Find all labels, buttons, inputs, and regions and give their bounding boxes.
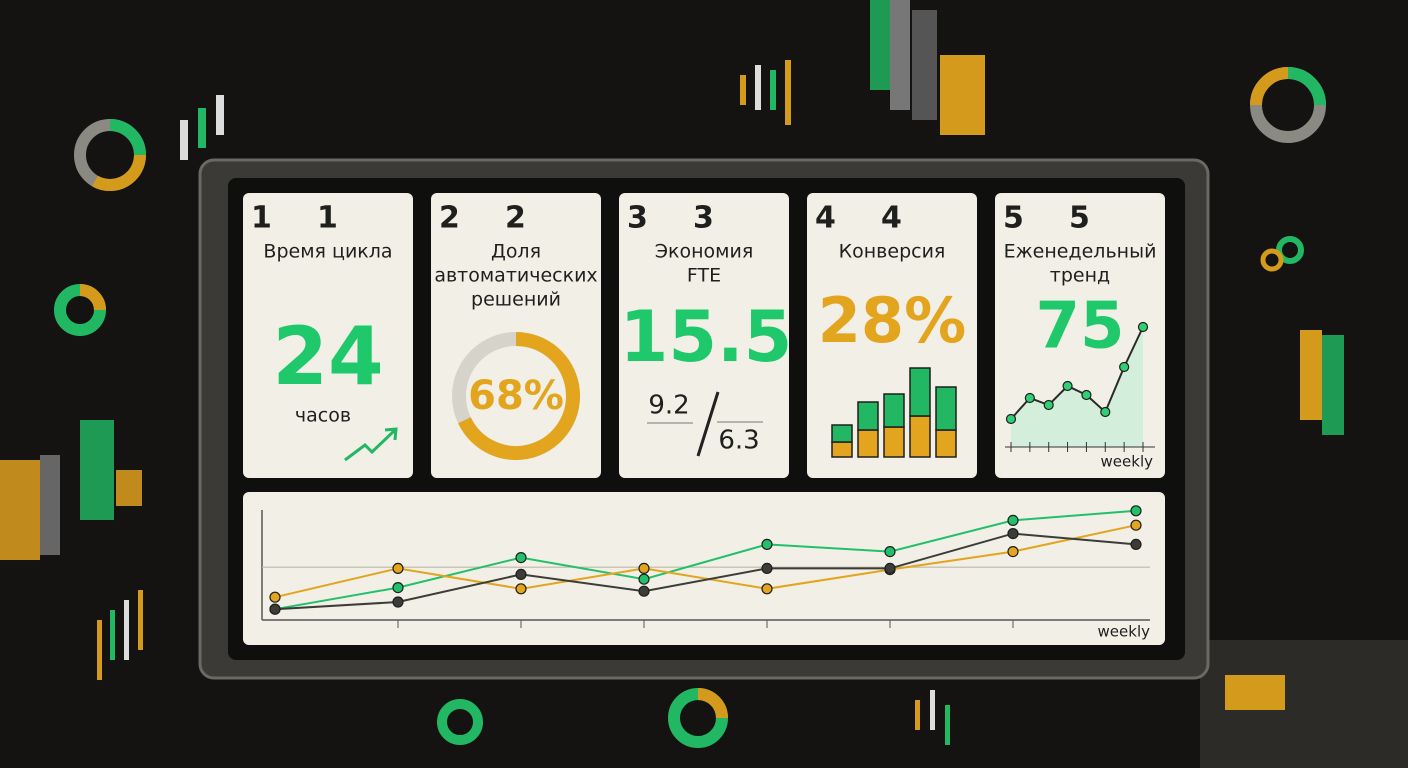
sparkline-point [1062,380,1073,392]
sparkline-area [1011,327,1143,447]
trend-line [274,509,1137,611]
trend-point [761,562,773,575]
fraction-top: 9.2 [648,391,689,421]
trend-arrow-icon [344,427,398,462]
card-title: Конверсия [839,241,946,263]
sparkline-point [1043,399,1054,411]
trend-line [274,532,1137,611]
kpi-card [619,193,789,478]
card-title: решений [471,289,561,311]
card-title: тренд [1050,265,1110,287]
card-number: 4 [881,201,902,236]
trend-point [1007,527,1019,540]
bar-segment [909,415,931,458]
card-title: Экономия [655,241,754,263]
card-index: 1 [251,201,272,236]
card-number: 3 [693,201,714,236]
card-index: 2 [439,201,460,236]
kpi-value: 15.5 [620,296,793,378]
x-axis-label: weekly [1098,623,1151,641]
sparkline-x-label: weekly [1101,453,1154,471]
kpi-unit: часов [295,405,351,427]
card-title: Время цикла [263,241,392,263]
trend-point [761,583,773,595]
trend-point [515,551,527,564]
card-index: 4 [815,201,836,236]
trend-point [392,581,404,594]
kpi-card [243,193,413,478]
card-title: FTE [687,265,721,287]
bar-segment [857,429,879,458]
bar-segment [831,441,853,458]
trend-point [1130,505,1142,517]
kpi-value: 28% [818,284,966,357]
trend-point [515,568,527,581]
trend-point [392,562,404,575]
bar-segment [883,426,905,458]
trend-point [1007,545,1019,558]
trend-point [761,538,773,551]
trend-point [269,591,281,603]
trend-point [884,545,896,558]
trend-point [515,583,527,595]
donut-arc [458,332,580,460]
sparkline-point [1137,321,1149,333]
fraction-bottom: 6.3 [718,426,759,456]
bar-segment [883,393,905,428]
sparkline-point [1081,389,1092,401]
bar-segment [935,386,957,431]
trend-point [638,573,650,585]
bar-segment [831,424,853,443]
bar-segment [857,401,879,431]
trend-point [1007,514,1019,527]
sparkline-point [1005,413,1017,425]
card-number: 2 [505,201,526,236]
bar-segment [909,367,931,417]
kpi-value: 24 [272,310,383,403]
card-number: 1 [317,201,338,236]
card-number: 5 [1069,201,1090,236]
trend-point [269,603,281,615]
card-index: 3 [627,201,648,236]
fraction-slash [696,391,720,457]
sparkline-point [1100,406,1111,418]
card-title: автоматических [434,265,597,287]
trend-panel [243,492,1165,645]
sparkline-point [1119,361,1130,373]
trend-line [274,524,1137,599]
trend-point [1130,538,1142,551]
donut-label: 68% [468,373,564,419]
card-index: 5 [1003,201,1024,236]
trend-point [392,596,404,608]
decoration [54,67,1326,748]
sparkline-point [1024,392,1035,404]
kpi-card [807,193,977,478]
card-title: Доля [491,241,541,263]
trend-point [1130,519,1142,531]
trend-point [884,562,896,575]
card-title: Еженедельный [1004,241,1157,263]
trend-point [638,585,650,597]
bar-segment [935,429,957,458]
kpi-value: 75 [1035,290,1124,364]
trend-point [638,562,650,575]
